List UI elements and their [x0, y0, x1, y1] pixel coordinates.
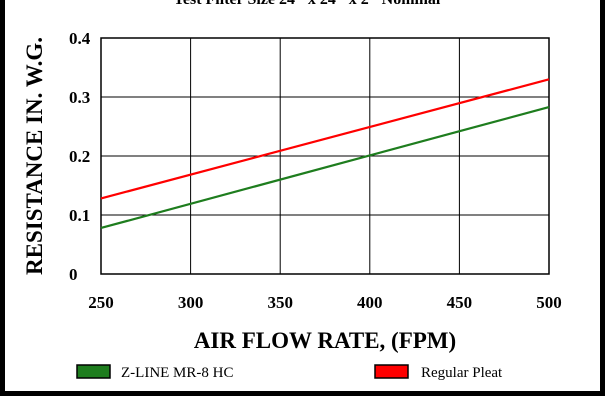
x-tick-label: 500 — [536, 293, 562, 312]
x-tick-label: 250 — [88, 293, 114, 312]
legend-label: Z-LINE MR-8 HC — [121, 365, 234, 381]
series-line-regular-pleat — [100, 78, 550, 200]
gridlines — [101, 38, 549, 274]
series-lines — [100, 78, 550, 230]
line-chart: Test Filter Size 24" x 24" x 2" Nominal … — [22, 0, 562, 381]
y-axis-label: RESISTANCE IN. W.G. — [22, 37, 47, 275]
series-line-z-line — [100, 105, 550, 230]
x-tick-label: 350 — [267, 293, 293, 312]
tick-labels: 0 0.1 0.2 0.3 0.4 250 300 350 400 450 500 — [69, 29, 562, 312]
legend-label: Regular Pleat — [421, 365, 503, 381]
y-tick-label: 0.2 — [69, 147, 90, 166]
x-axis-label: AIR FLOW RATE, (FPM) — [194, 328, 456, 353]
legend-swatch — [374, 364, 409, 379]
y-tick-label: 0.1 — [69, 206, 90, 225]
x-tick-label: 300 — [178, 293, 204, 312]
x-tick-label: 450 — [447, 293, 473, 312]
y-tick-label: 0 — [69, 265, 78, 284]
plot-area — [100, 37, 550, 275]
x-tick-label: 400 — [357, 293, 383, 312]
y-tick-label: 0.4 — [69, 29, 91, 48]
legend: Z-LINE MR-8 HC Regular Pleat — [76, 364, 503, 381]
legend-swatch — [76, 364, 111, 379]
chart-title: Test Filter Size 24" x 24" x 2" Nominal — [174, 0, 441, 8]
y-tick-label: 0.3 — [69, 88, 90, 107]
